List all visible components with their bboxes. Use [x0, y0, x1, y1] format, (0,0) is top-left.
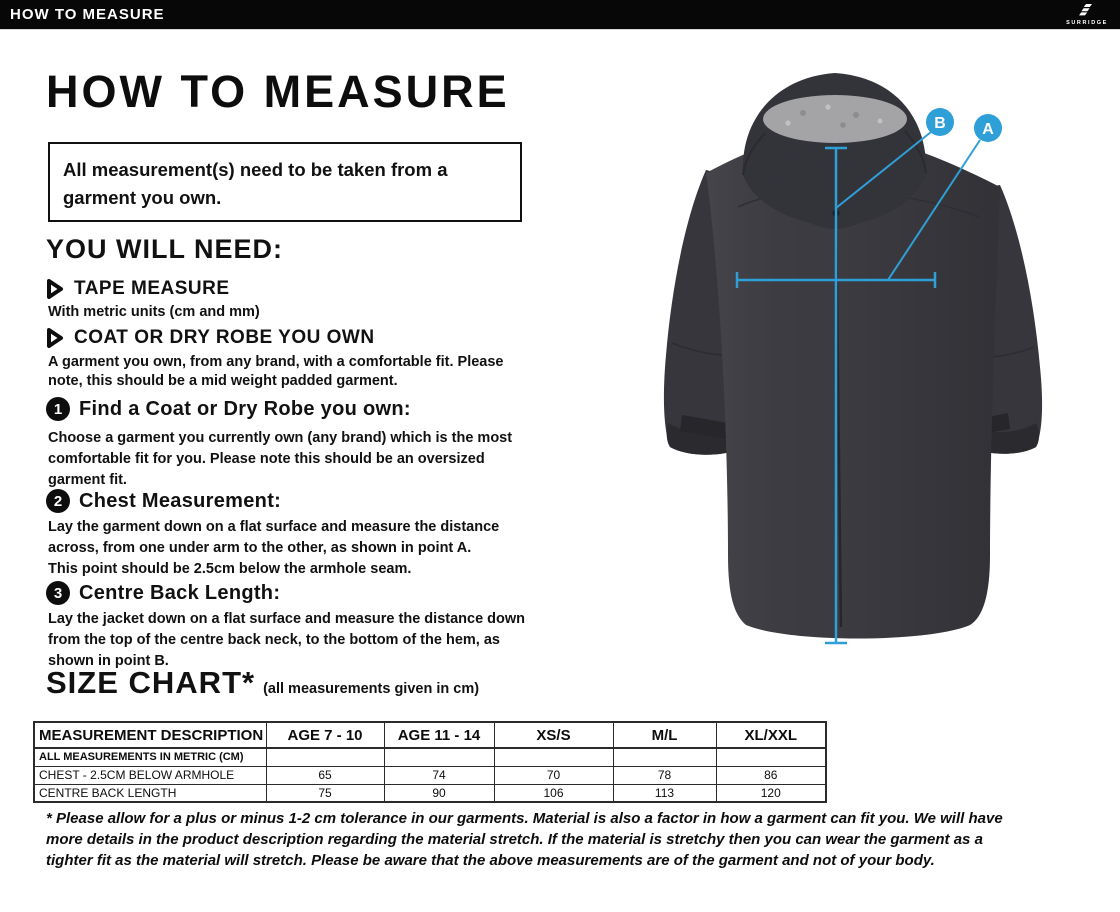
cell-value	[383, 747, 495, 767]
cell-value: 75	[265, 783, 385, 803]
step-1-description: Choose a garment you currently own (any …	[48, 430, 513, 488]
label-a-text: A	[982, 121, 994, 138]
column-header: AGE 11 - 14	[383, 721, 495, 749]
cell-value	[612, 747, 717, 767]
size-chart-table: MEASUREMENT DESCRIPTION AGE 7 - 10 AGE 1…	[33, 721, 827, 803]
step-number-badge: 1	[46, 397, 70, 421]
tolerance-footnote: * Please allow for a plus or minus 1-2 c…	[46, 810, 1003, 869]
size-chart-subtitle: (all measurements given in cm)	[263, 681, 480, 697]
measurement-lines	[735, 131, 981, 645]
size-chart-heading: SIZE CHART* (all measurements given in c…	[46, 665, 479, 701]
column-header: AGE 7 - 10	[265, 721, 385, 749]
cell-value	[493, 747, 614, 767]
need-item-tape-measure: TAPE MEASURE	[46, 278, 230, 300]
table-row: ALL MEASUREMENTS IN METRIC (CM)	[33, 747, 827, 767]
cell-value: 86	[715, 765, 827, 785]
column-header: M/L	[612, 721, 717, 749]
title-bar-text: HOW TO MEASURE	[10, 6, 165, 23]
step-3-description: Lay the jacket down on a flat surface an…	[48, 611, 526, 669]
cell-value: 106	[493, 783, 614, 803]
cell-value	[715, 747, 827, 767]
row-label: CENTRE BACK LENGTH	[33, 783, 267, 803]
need-item-description: With metric units (cm and mm)	[48, 304, 260, 320]
cell-value: 74	[383, 765, 495, 785]
step-3-header: 3 Centre Back Length:	[46, 581, 280, 605]
cell-value: 120	[715, 783, 827, 803]
surridge-logo-text: SURRIDGE	[1066, 20, 1108, 26]
measurement-note-box: All measurement(s) need to be taken from…	[48, 142, 522, 222]
title-bar: HOW TO MEASURE SURRIDGE	[0, 0, 1120, 30]
hood-fleece-lining	[763, 95, 907, 143]
step-number-badge: 3	[46, 581, 70, 605]
column-header: XL/XXL	[715, 721, 827, 749]
dry-robe-diagram: B A	[628, 55, 1108, 655]
page-title: HOW TO MEASURE	[46, 66, 510, 117]
you-will-need-heading: YOU WILL NEED:	[46, 234, 284, 264]
triangle-bullet-icon	[46, 279, 64, 299]
label-b-text: B	[934, 115, 946, 132]
cell-value: 113	[612, 783, 717, 803]
need-item-title: TAPE MEASURE	[74, 278, 230, 299]
cell-value: 70	[493, 765, 614, 785]
step-title: Chest Measurement:	[79, 489, 282, 512]
step-1-header: 1 Find a Coat or Dry Robe you own:	[46, 397, 411, 421]
column-header: XS/S	[493, 721, 614, 749]
cell-value	[265, 747, 385, 767]
label-b-badge: B	[926, 108, 954, 136]
cell-value: 90	[383, 783, 495, 803]
size-chart-title: SIZE CHART*	[46, 665, 256, 700]
step-2-description: Lay the garment down on a flat surface a…	[48, 519, 500, 577]
step-title: Centre Back Length:	[79, 581, 281, 604]
surridge-logo-icon	[1079, 4, 1095, 19]
need-item-title: COAT OR DRY ROBE YOU OWN	[74, 327, 375, 348]
column-header: MEASUREMENT DESCRIPTION	[33, 721, 267, 749]
cell-value: 78	[612, 765, 717, 785]
cell-value: 65	[265, 765, 385, 785]
label-a-pointer-line	[887, 139, 981, 281]
label-a-badge: A	[974, 114, 1002, 142]
step-2-header: 2 Chest Measurement:	[46, 489, 281, 513]
table-row: CHEST - 2.5CM BELOW ARMHOLE 65 74 70 78 …	[33, 765, 827, 785]
coat-body	[706, 133, 1000, 639]
coat-hood	[742, 73, 927, 229]
need-item-description: A garment you own, from any brand, with …	[48, 354, 504, 389]
row-label: CHEST - 2.5CM BELOW ARMHOLE	[33, 765, 267, 785]
label-b-pointer-line	[835, 131, 932, 209]
need-item-coat: COAT OR DRY ROBE YOU OWN	[46, 327, 375, 349]
table-row: CENTRE BACK LENGTH 75 90 106 113 120	[33, 783, 827, 803]
triangle-bullet-icon	[46, 328, 64, 348]
step-number-badge: 2	[46, 489, 70, 513]
row-label: ALL MEASUREMENTS IN METRIC (CM)	[33, 747, 267, 767]
surridge-logo: SURRIDGE	[1060, 1, 1114, 29]
step-title: Find a Coat or Dry Robe you own:	[79, 397, 411, 420]
table-header-row: MEASUREMENT DESCRIPTION AGE 7 - 10 AGE 1…	[33, 721, 827, 749]
